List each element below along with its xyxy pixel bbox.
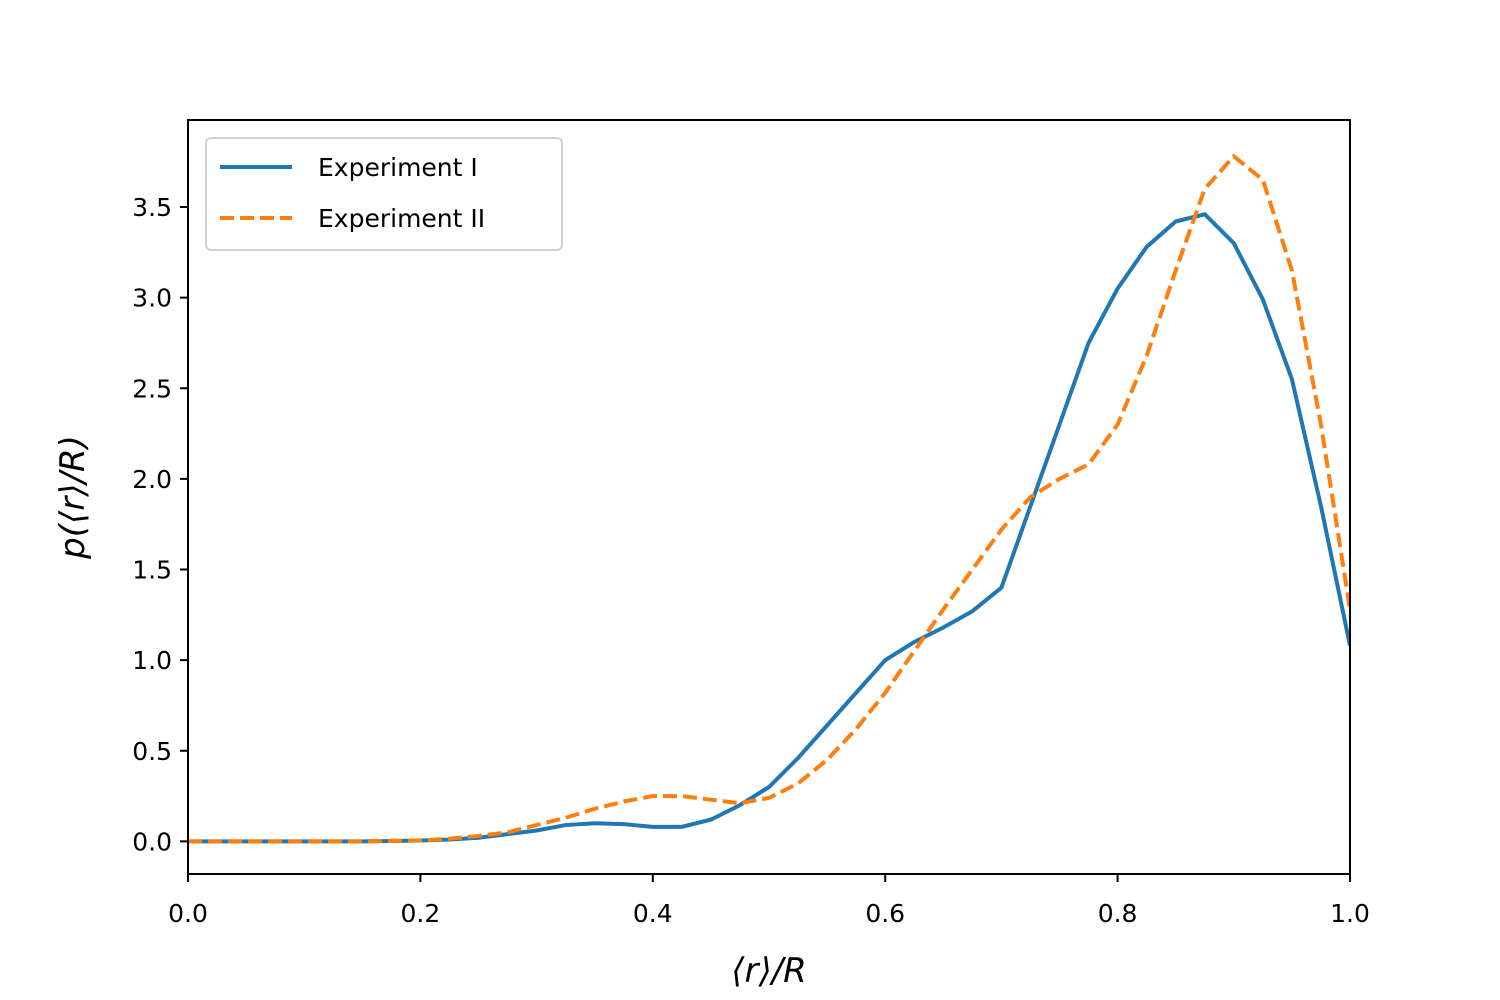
y-tick-label: 0.0 <box>132 827 172 856</box>
x-tick-label: 0.2 <box>401 899 441 928</box>
y-axis-label: p(⟨r⟩/R) <box>53 435 93 560</box>
y-tick-label: 3.0 <box>132 284 172 313</box>
y-tick-label: 2.5 <box>132 374 172 403</box>
y-tick-label: 1.0 <box>132 646 172 675</box>
legend-box <box>205 137 563 251</box>
legend-label: Experiment I <box>318 153 478 182</box>
y-tick-label: 2.0 <box>132 465 172 494</box>
legend-label: Experiment II <box>318 204 485 233</box>
plot-frame <box>187 119 1351 875</box>
x-tick-label: 0.0 <box>168 899 208 928</box>
line-series <box>188 153 1350 844</box>
x-tick-label: 1.0 <box>1330 899 1370 928</box>
x-tick-label: 0.8 <box>1098 899 1138 928</box>
line-series <box>188 212 1350 844</box>
y-tick-label: 1.5 <box>132 556 172 585</box>
x-tick-label: 0.6 <box>865 899 905 928</box>
y-tick-label: 3.5 <box>132 193 172 222</box>
y-tick-label: 0.5 <box>132 737 172 766</box>
x-axis-label: ⟨r⟩/R <box>731 951 807 991</box>
x-tick-label: 0.4 <box>633 899 673 928</box>
